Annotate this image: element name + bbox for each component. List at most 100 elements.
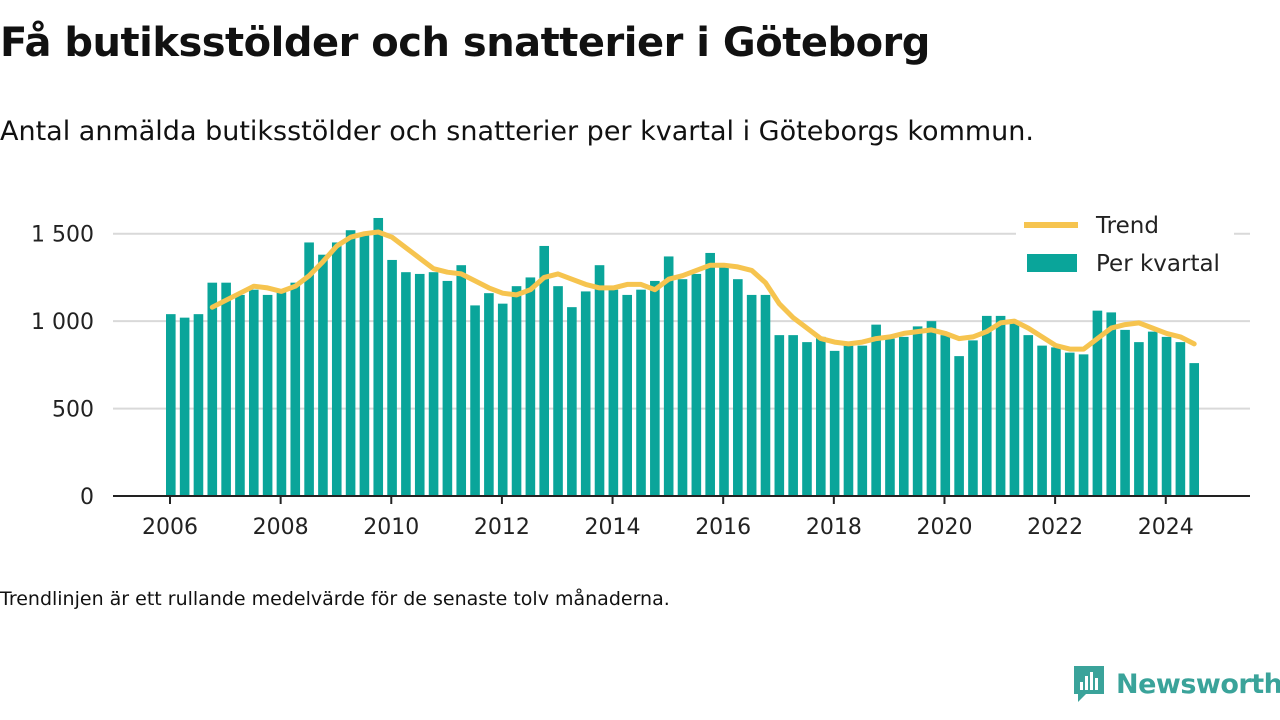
bar: [428, 272, 439, 496]
bar: [1051, 347, 1061, 496]
x-tick-label: 2008: [253, 515, 309, 540]
bar: [663, 256, 674, 496]
bar: [954, 356, 964, 496]
bar: [871, 324, 881, 496]
bar: [774, 335, 785, 496]
bar: [567, 307, 577, 496]
bar: [857, 345, 868, 496]
y-axis-ticks: 0 500 1 000 1 500: [31, 223, 94, 510]
bar: [608, 289, 619, 496]
bar: [221, 282, 231, 496]
legend-bar-swatch: [1027, 254, 1077, 272]
bar: [705, 252, 715, 496]
bar: [359, 233, 370, 496]
bar: [1161, 336, 1172, 496]
trend-series: [209, 229, 1197, 352]
bar: [1106, 312, 1117, 496]
bar: [898, 336, 909, 496]
bar: [373, 217, 384, 496]
bar: [442, 280, 453, 496]
bar: [1023, 335, 1034, 496]
x-tick-label: 2016: [695, 515, 751, 540]
bar: [733, 279, 743, 496]
y-tick-label: 0: [80, 485, 94, 510]
bar: [816, 336, 826, 496]
bar: [940, 335, 951, 496]
x-tick-label: 2012: [474, 515, 530, 540]
bar: [912, 326, 923, 496]
newsworthy-logo-icon: [1074, 666, 1104, 702]
bar: [981, 315, 992, 496]
bar: [166, 314, 176, 496]
bar: [677, 279, 688, 496]
bar: [248, 289, 259, 496]
bar: [1037, 345, 1047, 496]
bar: [525, 277, 536, 496]
y-tick-label: 1 500: [31, 223, 94, 248]
legend: Trend Per kvartal: [1016, 212, 1234, 288]
bar: [829, 350, 840, 496]
bar: [691, 273, 702, 496]
bar: [760, 294, 771, 496]
bar: [470, 305, 480, 496]
bar: [926, 321, 937, 496]
bar: [1189, 363, 1200, 496]
x-tick-label: 2006: [142, 515, 198, 540]
x-tick-label: 2014: [585, 515, 641, 540]
bar: [331, 242, 342, 496]
bar: [387, 259, 397, 496]
legend-bar-label: Per kvartal: [1096, 251, 1220, 277]
bar: [497, 303, 508, 496]
bar: [456, 265, 467, 496]
bar: [636, 289, 646, 496]
x-axis-ticks: 2006 2008 2010 2012 2014 2016 2018 2020 2022 2024: [142, 496, 1194, 540]
brand-name: Newsworthy: [1116, 668, 1280, 700]
y-tick-label: 1 000: [31, 310, 94, 335]
bar: [1120, 329, 1130, 496]
brand-logo: Newsworthy: [1072, 664, 1280, 704]
bar: [1147, 331, 1158, 496]
x-tick-label: 2010: [363, 515, 419, 540]
bar: [1064, 352, 1075, 496]
bar: [414, 273, 425, 496]
bar: [290, 282, 301, 496]
x-tick-label: 2018: [806, 515, 862, 540]
bar: [1009, 322, 1020, 496]
bar: [539, 245, 550, 496]
bar: [1078, 354, 1089, 496]
bar: [484, 293, 494, 496]
bar: [276, 291, 287, 496]
bar: [193, 314, 204, 496]
bar: [207, 282, 218, 496]
bar: [885, 338, 895, 496]
bar: [179, 317, 190, 496]
bar: [650, 280, 660, 496]
bar: [345, 230, 356, 496]
bar: [843, 345, 854, 496]
bar: [1175, 342, 1186, 496]
page-subtitle: Antal anmälda butiksstölder och snatteri…: [0, 116, 1034, 147]
bar: [553, 286, 563, 496]
bar: [788, 335, 798, 496]
y-tick-label: 500: [52, 398, 94, 423]
bar: [318, 254, 328, 496]
x-tick-label: 2024: [1138, 515, 1194, 540]
bar: [622, 294, 632, 496]
bar-series: [166, 217, 1200, 496]
page-title: Få butiksstölder och snatterier i Götebo…: [0, 20, 930, 66]
bar: [304, 242, 314, 496]
legend-trend-label: Trend: [1095, 213, 1159, 239]
x-tick-label: 2022: [1027, 515, 1083, 540]
bar: [746, 294, 757, 496]
footnote: Trendlinjen är ett rullande medelvärde f…: [0, 588, 670, 610]
bar: [802, 342, 812, 496]
bar: [580, 291, 591, 496]
bar: [1134, 342, 1144, 496]
bar: [968, 340, 978, 496]
bar: [401, 272, 411, 496]
trend-line: [209, 229, 1197, 352]
bar: [511, 286, 522, 496]
bar: [719, 265, 729, 496]
x-tick-label: 2020: [916, 515, 972, 540]
